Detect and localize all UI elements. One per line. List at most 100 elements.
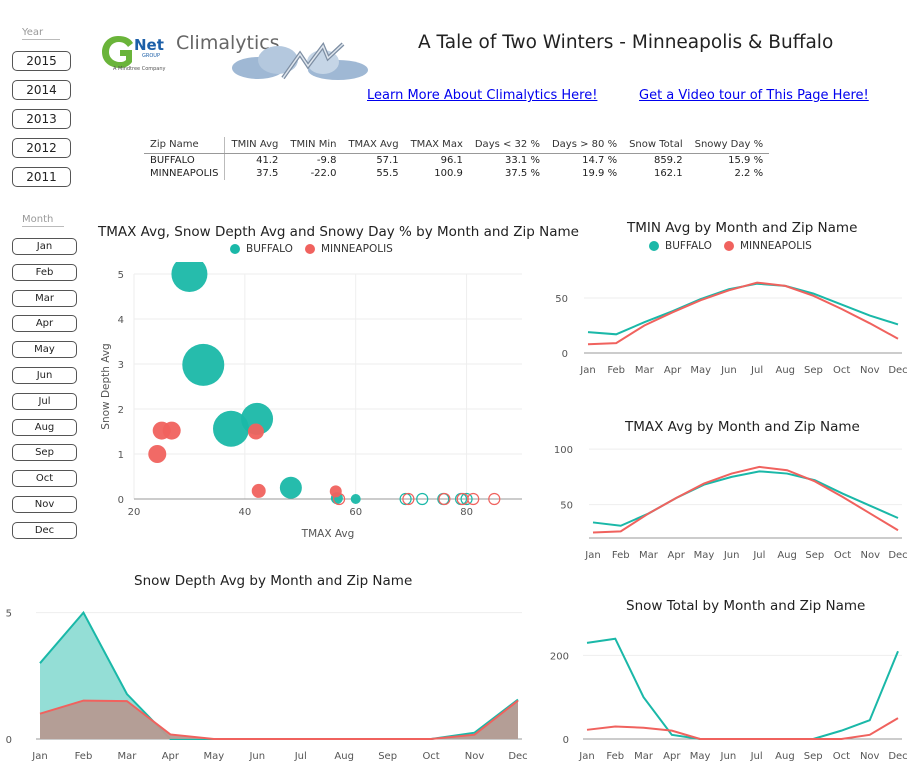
table-cell: 162.1 [653,168,683,179]
scatter-point-buffalo[interactable] [350,494,361,504]
line-series-minneapolis[interactable] [587,281,899,346]
scatter-point-buffalo[interactable] [279,476,302,499]
line-series-buffalo[interactable] [587,282,899,336]
line-series-minneapolis[interactable] [586,717,899,740]
column-header[interactable]: Snowy Day % [688,137,770,154]
summary-table-header: Zip Name TMIN Avg TMIN Min TMAX Avg TMAX Max… [144,137,770,154]
year-button-2013[interactable]: 2013 [12,109,71,129]
column-header[interactable]: TMIN Min [284,137,343,154]
scatter-point-minneapolis[interactable] [467,492,480,506]
x-tick-label: Jun [723,550,740,561]
month-button-jul[interactable]: Jul [12,392,77,410]
cloud-logo-icon [232,42,368,80]
x-tick-label: Jul [294,751,307,762]
year-button-2011[interactable]: 2011 [12,167,71,187]
logo-brand: Net [134,36,164,54]
month-button-may[interactable]: May [12,341,77,359]
x-tick-label: Feb [75,751,93,762]
x-tick-label: Dec [508,751,527,762]
scatter-point-minneapolis[interactable] [438,492,451,506]
table-row: BUFFALO 41.2 -9.8 57.1 96.1 33.1 % 14.7 % 859.2… [144,153,769,167]
scatter-point-minneapolis[interactable] [162,421,181,440]
x-tick-label: Mar [639,550,659,561]
scatter-chart: 0 1 2 3 4 5 20 40 60 80 TMAX Avg Snow Depth Avg [100,262,522,540]
scatter-point-minneapolis[interactable] [332,492,346,506]
line-series-minneapolis[interactable] [39,699,519,740]
column-header[interactable]: Days < 32 % [468,137,546,154]
y-tick-label: 3 [118,360,124,371]
learn-more-link[interactable]: Learn More About Climalytics Here! [367,88,598,103]
month-button-apr[interactable]: Apr [12,315,77,333]
x-tick-label: May [690,365,711,376]
scatter-point-buffalo[interactable] [416,492,429,506]
x-tick-label: 60 [349,507,362,518]
legend-dot-buffalo [230,244,240,254]
legend-label-minneapolis: MINNEAPOLIS [739,240,812,252]
x-tick-label: Jul [750,751,763,762]
line-series-buffalo[interactable] [592,470,899,527]
video-tour-link[interactable]: Get a Video tour of This Page Here! [639,88,869,103]
month-button-feb[interactable]: Feb [12,263,77,281]
x-tick-label: Jun [720,751,737,762]
scatter-point-buffalo[interactable] [182,343,225,386]
table-row: MINNEAPOLIS 37.5 -22.0 55.5 100.9 37.5 % 19.9 … [144,167,769,180]
line-series-buffalo[interactable] [586,637,899,740]
table-cell: 96.1 [440,155,463,166]
line-series-minneapolis[interactable] [592,465,899,534]
x-tick-label: May [694,550,715,561]
column-header[interactable]: TMAX Avg [342,137,405,154]
column-header[interactable]: TMIN Avg [224,137,285,154]
x-tick-label: Dec [888,751,907,762]
x-tick-label: Aug [776,365,796,376]
x-tick-label: Apr [663,751,681,762]
column-header[interactable]: Days > 80 % [545,137,624,154]
scatter-point-buffalo[interactable] [399,492,412,506]
year-button-2014[interactable]: 2014 [12,80,71,100]
month-button-nov[interactable]: Nov [12,496,77,513]
x-tick-label: Mar [117,751,137,762]
legend-dot-buffalo [649,241,659,251]
column-header[interactable]: Zip Name [144,137,226,154]
scatter-point-minneapolis[interactable] [251,483,266,498]
summary-table: Zip Name TMIN Avg TMIN Min TMAX Avg TMAX Max… [144,137,770,180]
month-button-dec[interactable]: Dec [12,521,77,539]
x-tick-label: Nov [860,751,880,762]
month-button-sep[interactable]: Sep [12,444,77,462]
snowtotal-chart-title: Snow Total by Month and Zip Name [626,598,866,614]
x-tick-label: Sep [804,365,823,376]
month-button-mar[interactable]: Mar [12,289,77,307]
month-slicer-title: Month [22,214,64,227]
year-button-2012[interactable]: 2012 [12,138,71,158]
scatter-point-buffalo[interactable] [171,262,208,292]
month-button-jun[interactable]: Jun [12,367,77,384]
legend-label-buffalo: BUFFALO [665,240,712,252]
column-header[interactable]: TMAX Max [404,137,469,154]
y-axis-label: Snow Depth Avg [100,343,112,429]
page-title: A Tale of Two Winters - Minneapolis & Bu… [418,32,834,53]
scatter-point-minneapolis[interactable] [402,492,415,506]
month-button-oct[interactable]: Oct [12,470,77,488]
scatter-point-buffalo[interactable] [213,410,249,447]
month-button-jan[interactable]: Jan [12,238,77,255]
column-header[interactable]: Snow Total [623,137,689,154]
y-tick-label: 0 [118,495,124,506]
scatter-point-minneapolis[interactable] [488,492,501,506]
tmin-legend: BUFFALO MINNEAPOLIS [649,240,812,252]
x-tick-label: Jun [248,751,265,762]
x-tick-label: Dec [888,550,907,561]
y-tick-label: 4 [118,315,124,326]
table-cell: 19.9 % [582,168,618,179]
scatter-point-minneapolis[interactable] [148,445,167,463]
snowdepth-chart-title: Snow Depth Avg by Month and Zip Name [134,573,413,589]
scatter-point-minneapolis[interactable] [247,423,264,440]
y-tick-label: 100 [554,445,573,456]
month-button-aug[interactable]: Aug [12,418,77,436]
scatter-point-minneapolis[interactable] [329,485,342,498]
tmin-chart: 0 50 Jan Feb Mar Apr May Jun Jul Aug Sep Oct Nov Dec [555,281,908,376]
year-button-2015[interactable]: 2015 [12,51,71,71]
x-tick-label: Oct [422,751,439,762]
x-tick-label: Oct [833,751,850,762]
scatter-point-buffalo[interactable] [460,492,473,506]
x-tick-label: Oct [834,550,851,561]
scatter-point-buffalo[interactable] [241,402,274,435]
